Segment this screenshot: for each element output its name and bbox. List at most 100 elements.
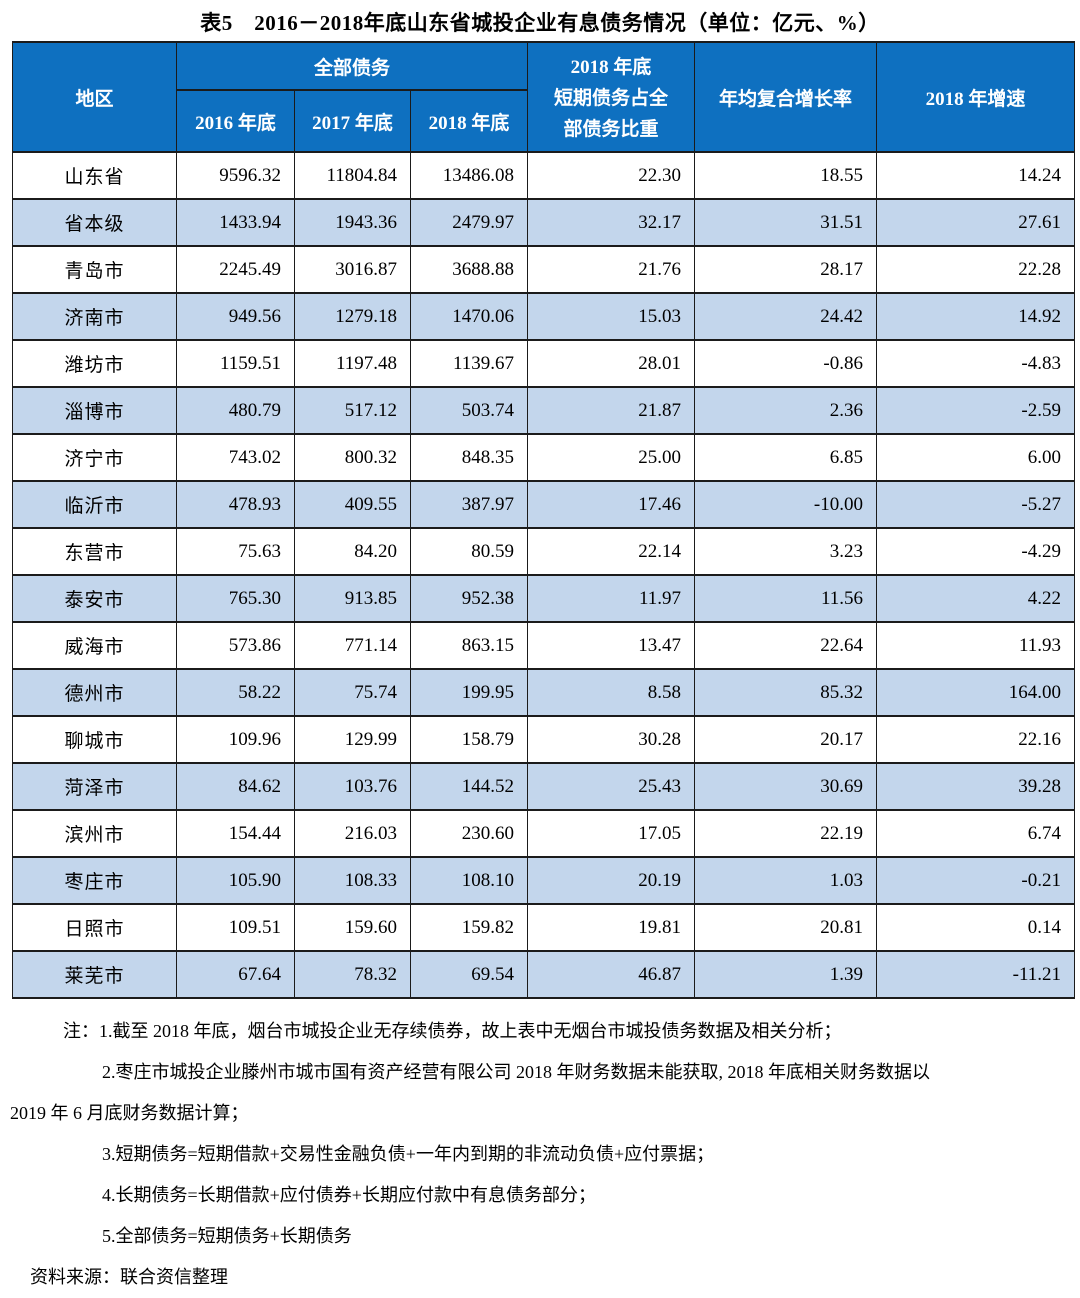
footnote-3: 3.短期债务=短期借款+交易性金融负债+一年内到期的非流动负债+应付票据； — [102, 1144, 715, 1164]
table-row: 济宁市 743.02 800.32 848.35 25.00 6.85 6.00 — [12, 433, 1075, 482]
region-cell: 淄博市 — [12, 386, 177, 435]
table-row: 菏泽市 84.62 103.76 144.52 25.43 30.69 39.2… — [12, 762, 1075, 811]
debt-2016-cell: 2245.49 — [176, 245, 295, 294]
footnote-1: 注：1.截至 2018 年底，烟台市城投企业无存续债券，故上表中无烟台市城投债务… — [63, 1021, 842, 1041]
footnote-4: 4.长期债务=长期借款+应付债券+长期应付款中有息债务部分； — [102, 1185, 596, 1205]
table-row: 东营市 75.63 84.20 80.59 22.14 3.23 -4.29 — [12, 527, 1075, 576]
debt-2018-cell: 13486.08 — [410, 151, 528, 200]
header-row-1: 地区 全部债务 2018 年底 短期债务占全 部债务比重 年均复合增长率 201… — [12, 41, 1075, 153]
header-short-term-ratio-line2: 短期债务占全 — [553, 87, 668, 109]
region-cell: 省本级 — [12, 198, 177, 247]
table-header: 地区 全部债务 2018 年底 短期债务占全 部债务比重 年均复合增长率 201… — [12, 41, 1075, 153]
debt-2016-cell: 765.30 — [176, 574, 295, 623]
debt-2016-cell: 1433.94 — [176, 198, 295, 247]
cagr-cell: 18.55 — [694, 151, 877, 200]
short-ratio-cell: 21.76 — [527, 245, 695, 294]
debt-2017-cell: 3016.87 — [294, 245, 411, 294]
header-short-term-ratio-line3: 部债务比重 — [563, 118, 659, 140]
growth-2018-cell: -0.21 — [876, 856, 1075, 905]
growth-2018-cell: 11.93 — [876, 621, 1075, 670]
debt-2017-cell: 75.74 — [294, 668, 411, 717]
debt-2017-cell: 103.76 — [294, 762, 411, 811]
table-title: 表5 2016－2018年底山东省城投企业有息债务情况（单位：亿元、%） — [200, 11, 880, 35]
growth-2018-cell: 6.00 — [876, 433, 1075, 482]
short-ratio-cell: 17.46 — [527, 480, 695, 529]
table-row: 临沂市 478.93 409.55 387.97 17.46 -10.00 -5… — [12, 480, 1075, 529]
short-ratio-cell: 25.00 — [527, 433, 695, 482]
growth-2018-cell: 39.28 — [876, 762, 1075, 811]
debt-2017-cell: 800.32 — [294, 433, 411, 482]
table-row: 滨州市 154.44 216.03 230.60 17.05 22.19 6.7… — [12, 809, 1075, 858]
region-cell: 青岛市 — [12, 245, 177, 294]
cagr-cell: 28.17 — [694, 245, 877, 294]
source-line: 资料来源：联合资信整理 — [30, 1267, 228, 1287]
debt-2016-cell: 109.51 — [176, 903, 295, 952]
debt-2018-cell: 144.52 — [410, 762, 528, 811]
debt-table: 地区 全部债务 2018 年底 短期债务占全 部债务比重 年均复合增长率 201… — [12, 41, 1075, 999]
debt-2016-cell: 105.90 — [176, 856, 295, 905]
header-2017: 2017 年底 — [294, 89, 411, 153]
cagr-cell: 24.42 — [694, 292, 877, 341]
debt-2016-cell: 67.64 — [176, 950, 295, 999]
table-row: 德州市 58.22 75.74 199.95 8.58 85.32 164.00 — [12, 668, 1075, 717]
region-cell: 日照市 — [12, 903, 177, 952]
debt-2016-cell: 743.02 — [176, 433, 295, 482]
footnotes: 注：1.截至 2018 年底，烟台市城投企业无存续债券，故上表中无烟台市城投债务… — [0, 1011, 1080, 1298]
debt-2018-cell: 1139.67 — [410, 339, 528, 388]
debt-2016-cell: 75.63 — [176, 527, 295, 576]
growth-2018-cell: 0.14 — [876, 903, 1075, 952]
region-cell: 威海市 — [12, 621, 177, 670]
debt-2018-cell: 230.60 — [410, 809, 528, 858]
document-page: 表5 2016－2018年底山东省城投企业有息债务情况（单位：亿元、%） 地区 … — [10, 11, 1075, 1287]
table-body: 山东省 9596.32 11804.84 13486.08 22.30 18.5… — [12, 151, 1075, 999]
debt-2017-cell: 84.20 — [294, 527, 411, 576]
region-cell: 济宁市 — [12, 433, 177, 482]
debt-2016-cell: 1159.51 — [176, 339, 295, 388]
debt-2018-cell: 387.97 — [410, 480, 528, 529]
table-row: 省本级 1433.94 1943.36 2479.97 32.17 31.51 … — [12, 198, 1075, 247]
short-ratio-cell: 15.03 — [527, 292, 695, 341]
region-cell: 德州市 — [12, 668, 177, 717]
growth-2018-cell: 6.74 — [876, 809, 1075, 858]
debt-2018-cell: 159.82 — [410, 903, 528, 952]
growth-2018-cell: 27.61 — [876, 198, 1075, 247]
short-ratio-cell: 19.81 — [527, 903, 695, 952]
debt-2016-cell: 573.86 — [176, 621, 295, 670]
cagr-cell: 31.51 — [694, 198, 877, 247]
region-cell: 山东省 — [12, 151, 177, 200]
region-cell: 东营市 — [12, 527, 177, 576]
short-ratio-cell: 22.30 — [527, 151, 695, 200]
table-row: 济南市 949.56 1279.18 1470.06 15.03 24.42 1… — [12, 292, 1075, 341]
header-region: 地区 — [12, 41, 177, 153]
debt-2016-cell: 84.62 — [176, 762, 295, 811]
growth-2018-cell: 14.92 — [876, 292, 1075, 341]
region-cell: 临沂市 — [12, 480, 177, 529]
table-row: 青岛市 2245.49 3016.87 3688.88 21.76 28.17 … — [12, 245, 1075, 294]
cagr-cell: 22.19 — [694, 809, 877, 858]
region-cell: 枣庄市 — [12, 856, 177, 905]
region-cell: 泰安市 — [12, 574, 177, 623]
debt-2018-cell: 199.95 — [410, 668, 528, 717]
cagr-cell: 11.56 — [694, 574, 877, 623]
debt-2017-cell: 216.03 — [294, 809, 411, 858]
table-row: 泰安市 765.30 913.85 952.38 11.97 11.56 4.2… — [12, 574, 1075, 623]
debt-2017-cell: 11804.84 — [294, 151, 411, 200]
debt-2018-cell: 1470.06 — [410, 292, 528, 341]
growth-2018-cell: -4.29 — [876, 527, 1075, 576]
region-cell: 滨州市 — [12, 809, 177, 858]
short-ratio-cell: 21.87 — [527, 386, 695, 435]
cagr-cell: -10.00 — [694, 480, 877, 529]
table-row: 聊城市 109.96 129.99 158.79 30.28 20.17 22.… — [12, 715, 1075, 764]
debt-2018-cell: 863.15 — [410, 621, 528, 670]
debt-2016-cell: 58.22 — [176, 668, 295, 717]
cagr-cell: 30.69 — [694, 762, 877, 811]
debt-2017-cell: 409.55 — [294, 480, 411, 529]
header-cagr: 年均复合增长率 — [694, 41, 877, 153]
debt-2016-cell: 109.96 — [176, 715, 295, 764]
growth-2018-cell: 4.22 — [876, 574, 1075, 623]
debt-2016-cell: 9596.32 — [176, 151, 295, 200]
footnote-5: 5.全部债务=短期债务+长期债务 — [102, 1226, 352, 1246]
debt-2018-cell: 69.54 — [410, 950, 528, 999]
cagr-cell: 1.03 — [694, 856, 877, 905]
growth-2018-cell: 164.00 — [876, 668, 1075, 717]
